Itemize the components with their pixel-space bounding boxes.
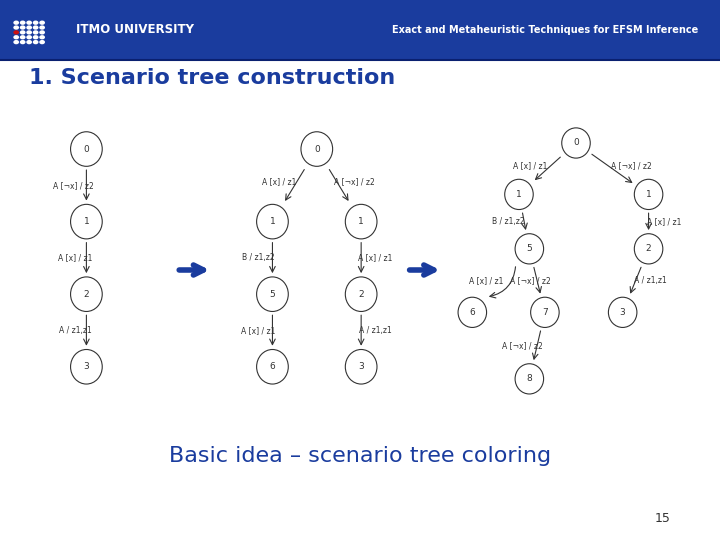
Ellipse shape: [256, 349, 288, 384]
Circle shape: [14, 25, 19, 30]
Text: 1. Scenario tree construction: 1. Scenario tree construction: [29, 68, 395, 89]
Text: 1: 1: [84, 217, 89, 226]
Text: A [x] / z1: A [x] / z1: [359, 253, 392, 262]
Text: 2: 2: [359, 289, 364, 299]
Text: A [x] / z1: A [x] / z1: [513, 161, 547, 171]
Circle shape: [39, 30, 45, 35]
Ellipse shape: [301, 132, 333, 166]
Text: 1: 1: [359, 217, 364, 226]
Circle shape: [20, 25, 26, 30]
Ellipse shape: [71, 349, 102, 384]
Text: A / z1,z1: A / z1,z1: [359, 326, 392, 335]
Text: A [x] / z1: A [x] / z1: [261, 178, 296, 187]
Circle shape: [20, 30, 26, 35]
Text: A [¬x] / z2: A [¬x] / z2: [510, 276, 550, 285]
Text: A [x] / z1: A [x] / z1: [241, 326, 275, 335]
Text: 0: 0: [84, 145, 89, 153]
Ellipse shape: [531, 297, 559, 327]
Text: 3: 3: [84, 362, 89, 372]
Text: A [x] / z1: A [x] / z1: [58, 253, 92, 262]
Text: 3: 3: [620, 308, 626, 317]
Circle shape: [27, 35, 32, 39]
Text: 0: 0: [573, 138, 579, 147]
Text: 1: 1: [646, 190, 652, 199]
Circle shape: [20, 40, 26, 44]
Text: A [¬x] / z2: A [¬x] / z2: [335, 178, 375, 187]
Text: A [¬x] / z2: A [¬x] / z2: [53, 181, 94, 190]
Ellipse shape: [562, 128, 590, 158]
Circle shape: [32, 25, 39, 30]
Circle shape: [14, 21, 19, 25]
Ellipse shape: [346, 277, 377, 312]
Ellipse shape: [256, 204, 288, 239]
Ellipse shape: [634, 234, 663, 264]
Circle shape: [27, 30, 32, 35]
Text: 3: 3: [359, 362, 364, 372]
Text: Exact and Metaheuristic Techniques for EFSM Inference: Exact and Metaheuristic Techniques for E…: [392, 25, 698, 35]
Circle shape: [27, 40, 32, 44]
Text: 7: 7: [542, 308, 548, 317]
Text: 8: 8: [526, 374, 532, 383]
Circle shape: [27, 21, 32, 25]
Circle shape: [32, 30, 39, 35]
Ellipse shape: [634, 179, 663, 210]
Circle shape: [39, 25, 45, 30]
Text: A [¬x] / z2: A [¬x] / z2: [503, 341, 543, 350]
Text: A [¬x] / z2: A [¬x] / z2: [611, 161, 652, 171]
Ellipse shape: [346, 349, 377, 384]
Text: 1: 1: [269, 217, 275, 226]
Ellipse shape: [458, 297, 487, 327]
Bar: [0, 0, 720, 60]
Text: A [x] / z1: A [x] / z1: [469, 276, 503, 285]
Circle shape: [20, 35, 26, 39]
Circle shape: [20, 21, 26, 25]
Ellipse shape: [256, 277, 288, 312]
Text: 0: 0: [314, 145, 320, 153]
Circle shape: [27, 25, 32, 30]
Ellipse shape: [515, 364, 544, 394]
Text: 1: 1: [516, 190, 522, 199]
Text: 5: 5: [269, 289, 275, 299]
Circle shape: [32, 40, 39, 44]
Ellipse shape: [515, 234, 544, 264]
Text: B / z1,z2: B / z1,z2: [242, 253, 274, 262]
Text: ITMO UNIVERSITY: ITMO UNIVERSITY: [76, 23, 194, 37]
Text: 6: 6: [469, 308, 475, 317]
Circle shape: [39, 40, 45, 44]
Ellipse shape: [346, 204, 377, 239]
Text: 2: 2: [84, 289, 89, 299]
Text: 6: 6: [269, 362, 275, 372]
Circle shape: [39, 35, 45, 39]
Ellipse shape: [71, 204, 102, 239]
Text: B / z1,z2: B / z1,z2: [492, 217, 525, 226]
Circle shape: [39, 21, 45, 25]
Circle shape: [14, 40, 19, 44]
Text: A [x] / z1: A [x] / z1: [647, 217, 682, 226]
Text: A / z1,z1: A / z1,z1: [58, 326, 91, 335]
Text: 15: 15: [654, 512, 670, 525]
Ellipse shape: [505, 179, 534, 210]
Text: A / z1,z1: A / z1,z1: [634, 276, 667, 285]
Ellipse shape: [71, 132, 102, 166]
Circle shape: [32, 35, 39, 39]
Circle shape: [14, 30, 19, 35]
Text: Basic idea – scenario tree coloring: Basic idea – scenario tree coloring: [169, 446, 551, 467]
Ellipse shape: [608, 297, 637, 327]
Circle shape: [14, 35, 19, 39]
Circle shape: [32, 21, 39, 25]
Text: 2: 2: [646, 244, 652, 253]
Text: 5: 5: [526, 244, 532, 253]
Ellipse shape: [71, 277, 102, 312]
